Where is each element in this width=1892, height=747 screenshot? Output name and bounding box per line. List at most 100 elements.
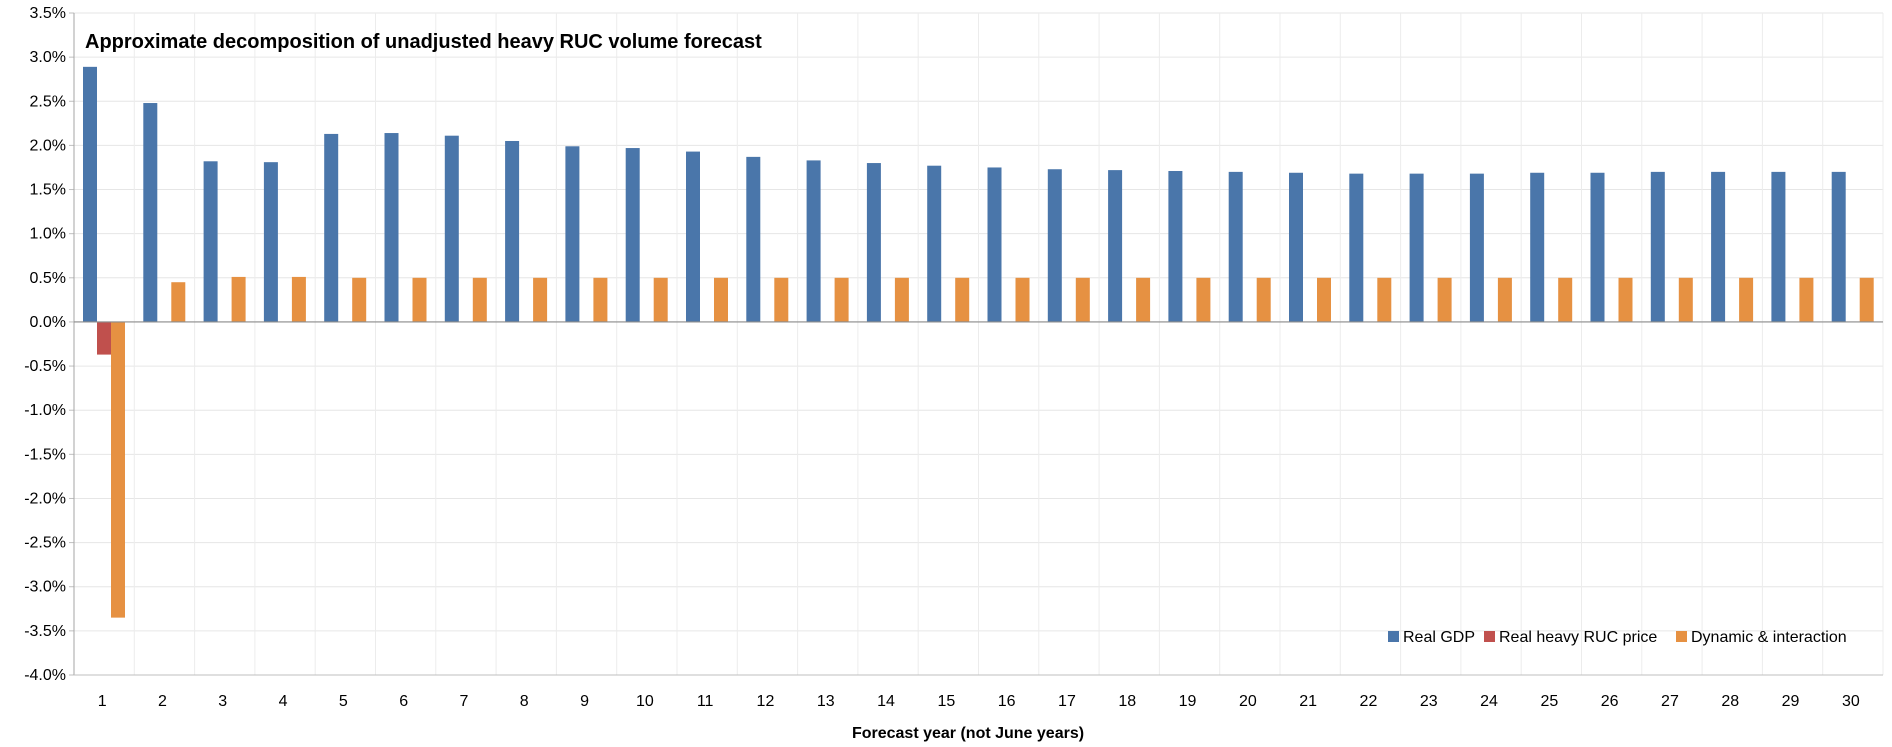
bar-dynamic-interaction-29	[1799, 277, 1814, 322]
legend-swatch	[1676, 631, 1687, 642]
y-tick-label: -4.0%	[24, 667, 66, 684]
x-tick-label: 4	[279, 693, 288, 710]
bar-dynamic-interaction-14	[894, 277, 909, 322]
x-tick-label: 30	[1842, 693, 1860, 710]
bar-real-gdp-24	[1469, 173, 1484, 322]
x-tick-label: 9	[580, 693, 589, 710]
bar-dynamic-interaction-17	[1075, 277, 1090, 322]
bar-dynamic-interaction-26	[1618, 277, 1633, 322]
x-tick-label: 20	[1239, 693, 1257, 710]
x-tick-label: 15	[937, 693, 955, 710]
y-tick-label: 0.5%	[30, 270, 66, 287]
bar-real-gdp-29	[1771, 171, 1786, 322]
y-tick-label: -2.5%	[24, 535, 66, 552]
bar-real-gdp-30	[1831, 171, 1846, 322]
bar-real-gdp-18	[1108, 170, 1123, 322]
bar-real-gdp-19	[1168, 170, 1183, 322]
bar-dynamic-interaction-22	[1377, 277, 1392, 322]
y-tick-label: 1.0%	[30, 226, 66, 243]
bar-real-gdp-2	[143, 103, 158, 322]
y-tick-label: -0.5%	[24, 358, 66, 375]
x-tick-label: 23	[1420, 693, 1438, 710]
x-tick-label: 5	[339, 693, 348, 710]
x-tick-label: 3	[218, 693, 227, 710]
x-tick-label: 10	[636, 693, 654, 710]
bar-dynamic-interaction-18	[1136, 277, 1151, 322]
bar-dynamic-interaction-16	[1015, 277, 1030, 322]
bar-dynamic-interaction-24	[1497, 277, 1512, 322]
x-tick-label: 28	[1721, 693, 1739, 710]
bar-dynamic-interaction-9	[593, 277, 608, 322]
bar-real-gdp-17	[1047, 169, 1062, 322]
bar-real-gdp-6	[384, 133, 399, 322]
bar-real-gdp-8	[505, 140, 520, 322]
x-tick-label: 17	[1058, 693, 1076, 710]
x-tick-label: 27	[1661, 693, 1679, 710]
x-tick-label: 8	[520, 693, 529, 710]
bar-real-gdp-16	[987, 167, 1002, 322]
bar-dynamic-interaction-20	[1256, 277, 1271, 322]
bar-real-gdp-26	[1590, 172, 1605, 322]
x-tick-label: 26	[1601, 693, 1619, 710]
y-tick-labels: -4.0% -3.5% -3.0% -2.5% -2.0% -1.5% -1.0% -0.5%…	[24, 5, 66, 684]
y-tick-label: 1.5%	[30, 182, 66, 199]
bar-dynamic-interaction-5	[352, 277, 367, 322]
legend-label: Dynamic & interaction	[1691, 629, 1847, 646]
bar-dynamic-interaction-25	[1558, 277, 1573, 322]
y-tick-label: 2.0%	[30, 137, 66, 154]
bar-dynamic-interaction-30	[1859, 277, 1874, 322]
bar-dynamic-interaction-15	[955, 277, 970, 322]
bar-dynamic-interaction-10	[653, 277, 668, 322]
bar-real-gdp-12	[746, 156, 761, 322]
bar-real-gdp-13	[806, 160, 821, 322]
bar-dynamic-interaction-23	[1437, 277, 1452, 322]
x-axis-title: Forecast year (not June years)	[852, 725, 1084, 742]
bar-real-gdp-27	[1650, 171, 1665, 322]
bar-dynamic-interaction-3	[231, 276, 246, 322]
y-tick-label: 2.5%	[30, 93, 66, 110]
bar-real-gdp-28	[1711, 171, 1726, 322]
y-tick-label: 3.5%	[30, 5, 66, 22]
y-tick-label: 3.0%	[30, 49, 66, 66]
bar-real-gdp-20	[1228, 171, 1243, 322]
x-tick-label: 24	[1480, 693, 1498, 710]
y-tick-label: -1.5%	[24, 446, 66, 463]
y-tick-label: -2.0%	[24, 490, 66, 507]
bar-real-gdp-11	[686, 151, 700, 322]
bar-real-gdp-5	[324, 133, 339, 322]
legend-label: Real GDP	[1403, 629, 1475, 646]
bar-dynamic-interaction-6	[412, 277, 427, 322]
y-tick-label: -1.0%	[24, 402, 66, 419]
bar-real-gdp-25	[1530, 172, 1545, 322]
bar-real-gdp-4	[263, 162, 278, 322]
bar-dynamic-interaction-13	[834, 277, 849, 322]
x-tick-label: 25	[1540, 693, 1558, 710]
bar-real-gdp-22	[1349, 173, 1364, 322]
x-tick-label: 22	[1360, 693, 1378, 710]
bar-dynamic-interaction-27	[1678, 277, 1693, 322]
x-tick-label: 7	[459, 693, 468, 710]
bar-dynamic-interaction-19	[1196, 277, 1211, 322]
x-tick-label: 19	[1179, 693, 1197, 710]
x-tick-labels: 1 2 3 4 5 6 7 8 9 10 11 12 13 14 15 16 17 18 19 20 21 22 23 24 2…	[98, 693, 1860, 710]
bar-dynamic-interaction-4	[291, 276, 306, 322]
bar-dynamic-interaction-8	[533, 277, 548, 322]
y-tick-label: -3.0%	[24, 579, 66, 596]
bar-dynamic-interaction-11	[714, 277, 728, 322]
x-tick-label: 29	[1782, 693, 1800, 710]
x-tick-label: 16	[998, 693, 1016, 710]
legend: Real GDP Real heavy RUC price Dynamic & in…	[1388, 629, 1847, 646]
x-tick-label: 14	[877, 693, 895, 710]
bar-dynamic-interaction-7	[472, 277, 487, 322]
bar-dynamic-interaction-21	[1317, 277, 1331, 322]
x-tick-label: 11	[697, 693, 714, 710]
bar-real-gdp-3	[203, 161, 218, 322]
bar-real-gdp-9	[565, 146, 580, 322]
y-tick-label: -3.5%	[24, 623, 66, 640]
x-tick-label: 21	[1299, 693, 1317, 710]
bar-real-gdp-23	[1409, 173, 1424, 322]
bar-real-gdp-1	[83, 66, 97, 322]
gridlines	[69, 12, 1884, 676]
x-tick-label: 1	[98, 693, 107, 710]
